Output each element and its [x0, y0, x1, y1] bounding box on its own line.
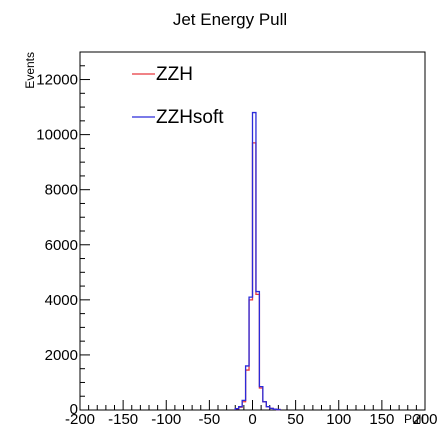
y-tick-label: 2000 [45, 347, 78, 364]
legend: ZZH ZZHsoft [132, 64, 224, 128]
x-axis-label: Pull [404, 412, 424, 426]
y-axis: 0 2000 4000 6000 8000 10000 12000 [36, 51, 90, 418]
x-tick-label: -100 [151, 411, 181, 428]
x-tick-label: 50 [287, 411, 304, 428]
legend-label-zzh: ZZH [156, 64, 193, 85]
x-tick-label: -200 [65, 411, 95, 428]
y-tick-label: 10000 [36, 127, 78, 144]
y-tick-label: 12000 [36, 72, 78, 89]
series-layer [234, 111, 281, 411]
series-line-zzhsoft [234, 111, 281, 411]
x-tick-label: 100 [326, 411, 351, 428]
series-line-zzh [234, 142, 281, 411]
x-axis: -200 -150 -100 -50 0 50 100 150 200 [65, 400, 438, 428]
legend-label-zzhsoft: ZZHsoft [156, 107, 224, 128]
y-axis-label: Events [23, 52, 37, 89]
chart-title: Jet Energy Pull [173, 10, 287, 29]
y-tick-label: 8000 [45, 182, 78, 199]
x-tick-label: 200 [412, 411, 437, 428]
y-tick-label: 4000 [45, 292, 78, 309]
x-tick-label: -50 [199, 411, 221, 428]
y-tick-label: 6000 [45, 237, 78, 254]
x-tick-label: -150 [108, 411, 138, 428]
x-tick-label: 0 [248, 411, 256, 428]
y-tick-label-zero: 0 [70, 401, 78, 418]
x-tick-label: 150 [369, 411, 394, 428]
